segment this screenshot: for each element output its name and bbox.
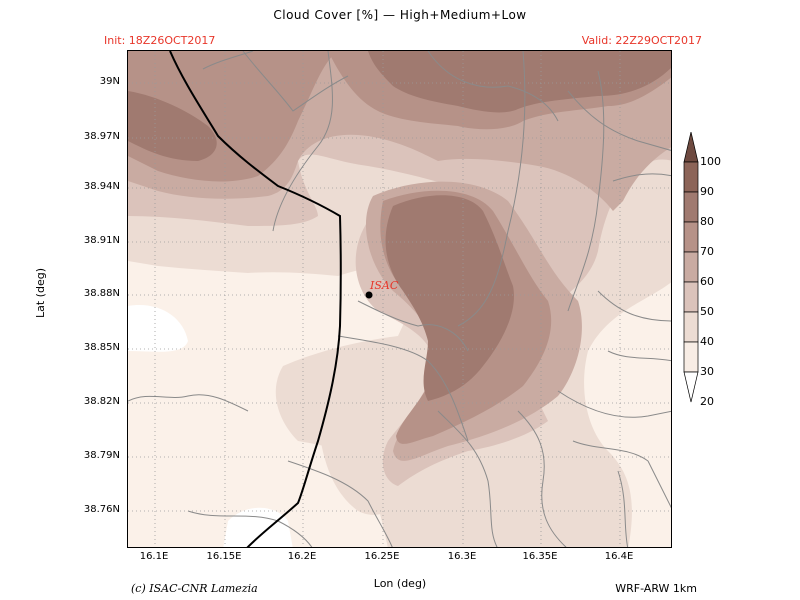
colorbar-segment	[683, 311, 699, 343]
y-tick-label: 38.97N	[83, 131, 120, 142]
colorbar-tick-label: 30	[700, 365, 714, 378]
colorbar-tick-label: 50	[700, 305, 714, 318]
map-panel	[127, 50, 672, 548]
colorbar-tick-label: 40	[700, 335, 714, 348]
cloud-cover-map	[128, 51, 671, 547]
y-tick-label: 38.85N	[83, 342, 120, 353]
colorbar-bottom-arrow	[683, 371, 699, 403]
y-tick-label: 39N	[99, 76, 120, 87]
field-80-west	[128, 91, 217, 161]
colorbar-segment	[683, 221, 699, 253]
colorbar-tick-label: 70	[700, 245, 714, 258]
colorbar-segment	[683, 341, 699, 373]
field-clear-west	[128, 305, 188, 352]
field-80-core	[385, 195, 514, 401]
colorbar	[683, 132, 699, 403]
field-80-north	[368, 51, 671, 113]
lat-lon-grid	[128, 51, 671, 547]
credit-text: (c) ISAC-CNR Lamezia	[131, 582, 258, 595]
colorbar-tick-label: 90	[700, 185, 714, 198]
colorbar-tick-label: 80	[700, 215, 714, 228]
colorbar-tick-label: 60	[700, 275, 714, 288]
colorbar-top-arrow	[683, 132, 699, 163]
chart-title: Cloud Cover [%] — High+Medium+Low	[273, 8, 527, 22]
y-tick-label: 38.82N	[83, 396, 120, 407]
y-tick-label: 38.76N	[83, 504, 120, 515]
colorbar-segment	[683, 191, 699, 223]
y-tick-label: 38.94N	[83, 181, 120, 192]
x-axis-label: Lon (deg)	[373, 577, 427, 590]
x-tick-label: 16.3E	[447, 551, 477, 562]
y-tick-label: 38.88N	[83, 288, 120, 299]
valid-time: Valid: 22Z29OCT2017	[581, 34, 702, 47]
colorbar-segment	[683, 161, 699, 193]
y-tick-label: 38.91N	[83, 235, 120, 246]
x-tick-label: 16.25E	[364, 551, 400, 562]
colorbar-tick-label: 20	[700, 395, 714, 408]
y-tick-label: 38.79N	[83, 450, 120, 461]
y-axis-label: Lat (deg)	[34, 268, 47, 318]
x-tick-label: 16.4E	[604, 551, 634, 562]
isac-label: ISAC	[370, 279, 399, 292]
colorbar-segment	[683, 281, 699, 313]
isac-marker[interactable]	[365, 291, 373, 299]
x-tick-label: 16.1E	[139, 551, 169, 562]
admin-boundaries	[128, 51, 671, 547]
model-label: WRF-ARW 1km	[615, 582, 697, 595]
x-tick-label: 16.15E	[206, 551, 242, 562]
x-tick-label: 16.2E	[287, 551, 317, 562]
field-40-south	[318, 421, 394, 515]
colorbar-tick-label: 100	[700, 155, 721, 168]
field-clear-south	[223, 507, 293, 547]
colorbar-segment	[683, 251, 699, 283]
x-tick-label: 16.35E	[522, 551, 558, 562]
coastline	[169, 51, 342, 547]
init-time: Init: 18Z26OCT2017	[104, 34, 216, 47]
colorbar-segments	[683, 132, 699, 403]
